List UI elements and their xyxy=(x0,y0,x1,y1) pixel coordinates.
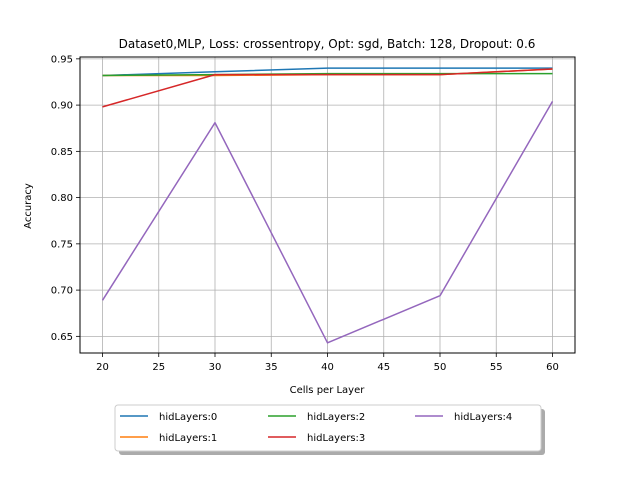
legend-label-0: hidLayers:0 xyxy=(159,412,217,423)
legend-label-3: hidLayers:3 xyxy=(307,433,365,444)
x-tick-label: 20 xyxy=(96,362,109,373)
x-tick-label: 55 xyxy=(490,362,503,373)
y-tick-label: 0.65 xyxy=(51,332,73,343)
series-line-3 xyxy=(102,68,553,108)
legend-label-2: hidLayers:2 xyxy=(307,412,365,423)
x-tick-label: 50 xyxy=(434,362,447,373)
y-tick-label: 0.80 xyxy=(51,193,73,204)
legend-label-1: hidLayers:1 xyxy=(159,433,217,444)
y-tick-label: 0.95 xyxy=(51,54,73,65)
grid-lines xyxy=(80,57,575,353)
x-tick-label: 25 xyxy=(152,362,165,373)
x-tick-label: 40 xyxy=(321,362,334,373)
legend: hidLayers:0 hidLayers:1 hidLayers:2 hidLaye… xyxy=(114,404,545,455)
x-tick-label: 30 xyxy=(209,362,222,373)
x-tick-label: 35 xyxy=(265,362,278,373)
series-lines xyxy=(101,67,554,344)
y-tick-label: 0.75 xyxy=(51,239,73,250)
series-line-4 xyxy=(101,101,554,344)
x-tick-label: 60 xyxy=(546,362,559,373)
series-line-2 xyxy=(102,72,553,77)
y-tick-label: 0.70 xyxy=(51,286,73,297)
x-axis-title: Cells per Layer xyxy=(290,385,366,396)
series-line-0 xyxy=(102,67,553,77)
chart-title: Dataset0,MLP, Loss: crossentropy, Opt: s… xyxy=(119,37,536,51)
legend-label-4: hidLayers:4 xyxy=(454,412,512,423)
axis-ticks: 20 25 30 35 40 45 50 55 60 0.65 0.70 0.75 0.80 0.85 0.… xyxy=(51,54,559,373)
y-axis-title: Accuracy xyxy=(23,183,34,229)
y-tick-label: 0.90 xyxy=(51,101,73,112)
y-tick-label: 0.85 xyxy=(51,147,73,158)
x-tick-label: 45 xyxy=(377,362,390,373)
